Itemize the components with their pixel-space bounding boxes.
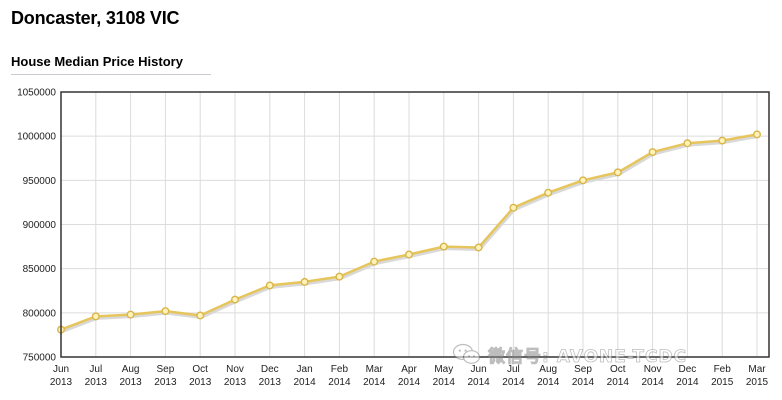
y-tick-label: 1050000 — [17, 88, 56, 99]
data-point[interactable] — [474, 243, 483, 252]
data-point[interactable] — [718, 136, 727, 145]
x-tick-year-label: 2015 — [746, 377, 769, 388]
x-tick-month-label: Oct — [610, 364, 626, 375]
x-tick-year-label: 2014 — [293, 377, 316, 388]
x-tick-year-label: 2014 — [537, 377, 560, 388]
y-tick-label: 900000 — [23, 220, 57, 231]
data-point[interactable] — [126, 310, 135, 319]
data-point[interactable] — [196, 311, 205, 320]
data-point[interactable] — [683, 139, 692, 148]
y-tick-label: 1000000 — [17, 132, 56, 143]
x-tick-year-label: 2014 — [363, 377, 386, 388]
x-tick-year-label: 2013 — [189, 377, 212, 388]
data-point[interactable] — [648, 148, 657, 157]
data-point[interactable] — [335, 272, 344, 281]
page-title: Doncaster, 3108 VIC — [11, 8, 180, 28]
x-tick-year-label: 2014 — [607, 377, 630, 388]
x-tick-month-label: Jun — [53, 364, 69, 375]
x-tick-year-label: 2013 — [224, 377, 247, 388]
watermark: 微信号: AVONE-TCDC — [452, 342, 688, 367]
data-point[interactable] — [405, 250, 414, 259]
x-tick-month-label: Jul — [507, 364, 520, 375]
data-point[interactable] — [230, 295, 239, 304]
series-markers — [57, 130, 762, 334]
data-point[interactable] — [544, 188, 553, 197]
x-tick-month-label: Nov — [644, 364, 662, 375]
x-tick-month-label: Apr — [401, 364, 417, 375]
x-tick-month-label: Jan — [297, 364, 313, 375]
watermark-text: 微信号: AVONE-TCDC — [488, 346, 688, 367]
data-point[interactable] — [265, 281, 274, 290]
x-tick-year-label: 2014 — [467, 377, 490, 388]
x-tick-month-label: May — [434, 364, 453, 375]
data-point[interactable] — [370, 257, 379, 266]
x-tick-month-label: Dec — [261, 364, 279, 375]
x-tick-month-label: Jul — [89, 364, 102, 375]
x-tick-year-label: 2014 — [676, 377, 699, 388]
data-point[interactable] — [753, 130, 762, 139]
x-tick-month-label: Jun — [471, 364, 487, 375]
y-tick-label: 800000 — [23, 308, 57, 319]
y-tick-label: 950000 — [23, 176, 57, 187]
x-tick-month-label: Feb — [714, 364, 732, 375]
plot-frame — [60, 91, 770, 358]
x-axis-ticks: Jun 2013 Jul 2013 Aug 2013 Sep 2013 Oct 2013 Nov 20… — [50, 364, 769, 388]
x-tick-year-label: 2013 — [119, 377, 142, 388]
x-tick-year-label: 2013 — [259, 377, 282, 388]
x-tick-year-label: 2013 — [50, 377, 73, 388]
x-tick-month-label: Mar — [366, 364, 384, 375]
y-tick-label: 750000 — [23, 353, 57, 364]
chart-grid — [60, 91, 769, 358]
x-tick-month-label: Sep — [574, 364, 592, 375]
x-tick-year-label: 2014 — [398, 377, 421, 388]
x-tick-month-label: Nov — [226, 364, 244, 375]
x-tick-month-label: Mar — [748, 364, 766, 375]
x-tick-month-label: Aug — [122, 364, 140, 375]
x-tick-month-label: Dec — [679, 364, 697, 375]
data-point[interactable] — [439, 242, 448, 251]
data-point[interactable] — [300, 277, 309, 286]
section-divider — [11, 74, 211, 75]
y-tick-label: 850000 — [23, 264, 57, 275]
x-tick-year-label: 2015 — [711, 377, 734, 388]
x-tick-year-label: 2013 — [85, 377, 108, 388]
data-point[interactable] — [91, 312, 100, 321]
data-point[interactable] — [613, 168, 622, 177]
section-title: House Median Price History — [11, 54, 183, 69]
x-tick-year-label: 2013 — [154, 377, 177, 388]
x-tick-year-label: 2014 — [328, 377, 351, 388]
x-tick-year-label: 2014 — [502, 377, 525, 388]
wechat-icon — [452, 343, 481, 364]
x-tick-year-label: 2014 — [433, 377, 456, 388]
data-point[interactable] — [579, 176, 588, 185]
x-tick-year-label: 2014 — [641, 377, 664, 388]
x-tick-year-label: 2014 — [572, 377, 595, 388]
data-point[interactable] — [161, 307, 170, 316]
x-tick-month-label: Sep — [157, 364, 175, 375]
x-tick-month-label: Oct — [192, 364, 208, 375]
x-tick-month-label: Aug — [539, 364, 557, 375]
data-point[interactable] — [509, 203, 518, 212]
y-axis-ticks: 750000 800000 850000 900000 950000 1000000 105… — [17, 88, 56, 364]
x-tick-month-label: Feb — [331, 364, 349, 375]
